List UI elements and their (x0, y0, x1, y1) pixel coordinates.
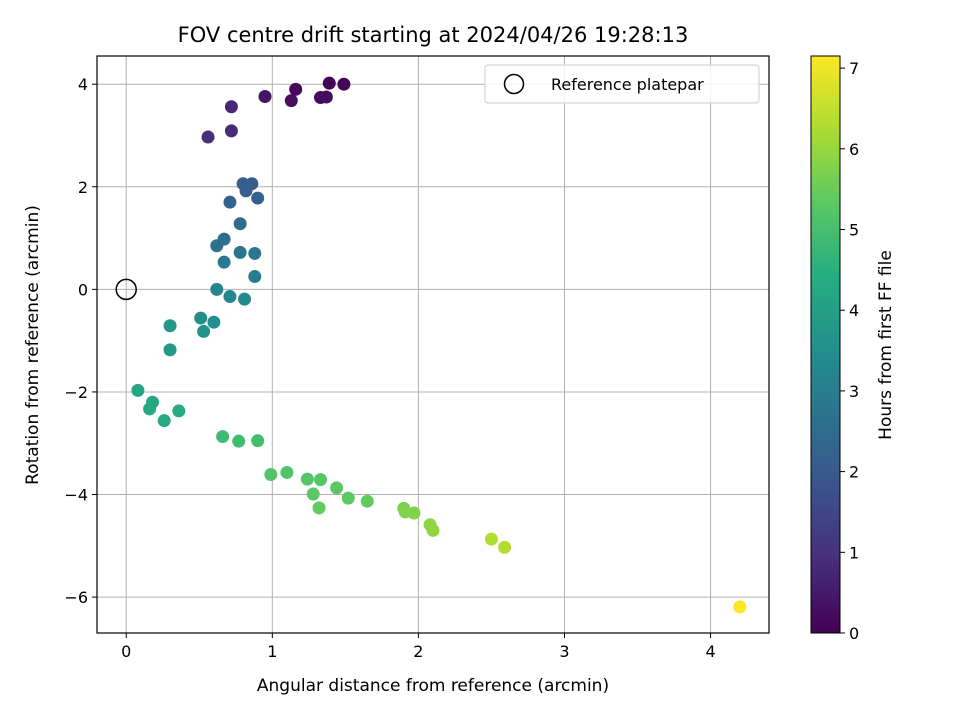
data-point (426, 523, 440, 537)
x-tick-label: 4 (705, 642, 715, 661)
data-point (330, 481, 344, 495)
colorbar-tick-label: 2 (849, 463, 859, 482)
legend-box (484, 64, 760, 104)
data-point (312, 501, 326, 515)
x-tick-label: 0 (121, 642, 131, 661)
data-point (238, 292, 252, 306)
data-point (217, 255, 231, 269)
data-point (163, 343, 177, 357)
colorbar-tick-label: 1 (849, 543, 859, 562)
colorbar-tick-label: 7 (849, 59, 859, 78)
legend-entry-reference: Reference platepar (551, 75, 704, 94)
y-tick-label: 2 (78, 178, 88, 197)
data-point (289, 82, 303, 96)
data-point (172, 404, 186, 418)
data-point (163, 319, 177, 333)
data-point (498, 540, 512, 554)
reference-marker-group (115, 278, 137, 301)
x-axis-label: Angular distance from reference (arcmin) (257, 676, 609, 696)
data-point (223, 195, 237, 209)
data-point (201, 130, 215, 144)
data-point (280, 465, 294, 479)
data-point (733, 600, 747, 614)
data-point (322, 76, 336, 90)
grid (97, 56, 769, 633)
data-point (223, 290, 237, 304)
data-point (264, 468, 278, 482)
data-point (194, 311, 208, 325)
legend-marker-reference (503, 73, 525, 95)
data-point (224, 100, 238, 114)
y-tick-label: −2 (64, 383, 88, 402)
data-point (341, 491, 355, 505)
data-point (251, 191, 265, 205)
data-point (232, 434, 246, 448)
data-point (284, 94, 298, 108)
plot-frame (96, 55, 770, 634)
data-points (131, 76, 747, 614)
y-tick-label: −6 (64, 588, 88, 607)
data-point (131, 383, 145, 397)
data-point (233, 217, 247, 231)
data-point (314, 473, 328, 487)
y-tick-label: 0 (78, 280, 88, 299)
data-point (143, 402, 157, 416)
reference-marker (115, 278, 137, 301)
y-tick-label: 4 (78, 75, 88, 94)
x-tick-label: 1 (267, 642, 277, 661)
y-axis-label: Rotation from reference (arcmin) (23, 205, 43, 485)
data-point (360, 494, 374, 508)
data-point (306, 487, 320, 501)
data-point (233, 245, 247, 259)
data-point (239, 184, 253, 198)
x-tick-label: 3 (559, 642, 569, 661)
data-point (248, 246, 262, 260)
legend: Reference platepar (484, 64, 760, 104)
colorbar-tick-label: 6 (849, 140, 859, 159)
data-point (251, 434, 265, 448)
data-point (210, 239, 224, 253)
colorbar-tick-label: 4 (849, 301, 859, 320)
data-point (248, 270, 262, 284)
data-point (407, 506, 421, 520)
chart-title: FOV centre drift starting at 2024/04/26 … (178, 23, 689, 47)
data-point (157, 414, 171, 428)
data-point (197, 324, 211, 338)
axis-ticks: 0 1 2 3 4 −6 −4 −2 0 2 4 (64, 75, 715, 661)
data-point (210, 282, 224, 296)
data-point (207, 315, 221, 329)
data-point (216, 430, 230, 444)
data-point (337, 77, 351, 91)
data-point (224, 124, 238, 138)
colorbar-label: Hours from first FF file (876, 250, 896, 440)
x-tick-label: 2 (413, 642, 423, 661)
colorbar-ticks: 0 1 2 3 4 5 6 7 (840, 59, 859, 643)
data-point (484, 532, 498, 546)
colorbar-tick-label: 0 (849, 624, 859, 643)
y-tick-label: −4 (64, 486, 88, 505)
colorbar (810, 55, 841, 634)
colorbar-tick-label: 5 (849, 221, 859, 240)
data-point (300, 472, 314, 486)
data-point (319, 90, 333, 104)
data-point (258, 90, 272, 104)
colorbar-tick-label: 3 (849, 382, 859, 401)
